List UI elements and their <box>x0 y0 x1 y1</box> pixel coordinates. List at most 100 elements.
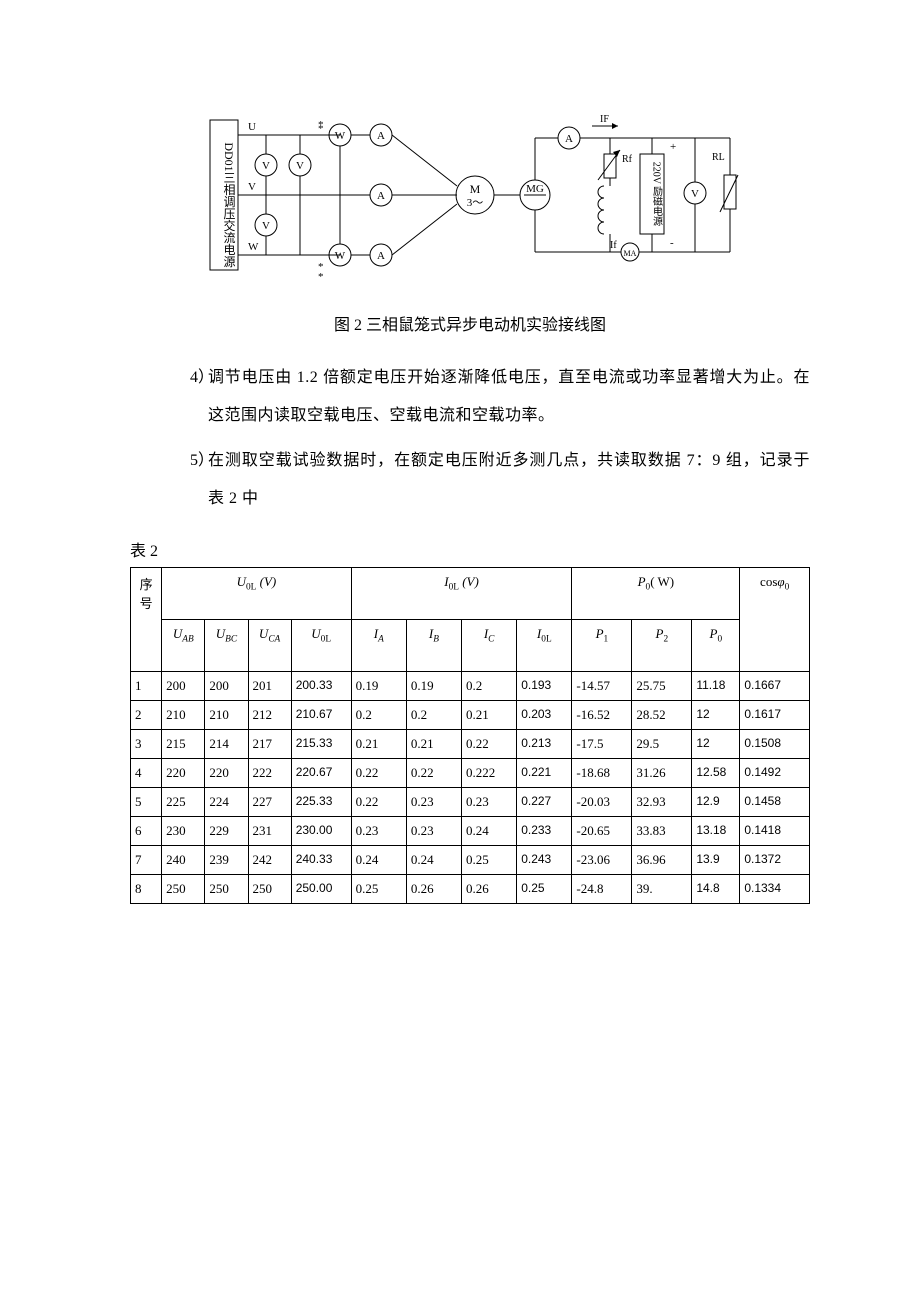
cell: 0.23 <box>462 787 517 816</box>
list-number: 5） <box>130 442 190 519</box>
cell: 222 <box>248 758 291 787</box>
cell: 0.21 <box>351 729 406 758</box>
cell: 0.23 <box>351 816 406 845</box>
cell: 13.18 <box>692 816 740 845</box>
cell: 3 <box>131 729 162 758</box>
col-p1: P1 <box>572 619 632 671</box>
cell: 0.24 <box>462 816 517 845</box>
cell: 220 <box>162 758 205 787</box>
cell: 201 <box>248 671 291 700</box>
cell: 217 <box>248 729 291 758</box>
voltmeter-uv: V <box>262 160 270 172</box>
cell: 0.203 <box>517 700 572 729</box>
cell: -20.03 <box>572 787 632 816</box>
cell: 220.67 <box>291 758 351 787</box>
cell: 250.00 <box>291 874 351 903</box>
cell: 240.33 <box>291 845 351 874</box>
cell: 39. <box>632 874 692 903</box>
svg-text:*: * <box>318 123 324 135</box>
circuit-diagram: DD01三相调压交流电源 U V W V V V <box>130 100 810 295</box>
cell: -16.52 <box>572 700 632 729</box>
cell: 0.1458 <box>740 787 810 816</box>
col-group-i: I0L (V) <box>351 567 572 619</box>
cell: 200.33 <box>291 671 351 700</box>
mg-label: MG <box>526 183 544 195</box>
cell: 250 <box>205 874 248 903</box>
motor-label-bot: 3～ <box>467 197 484 209</box>
cell: 0.1334 <box>740 874 810 903</box>
plus-label: + <box>670 141 676 153</box>
cell: -20.65 <box>572 816 632 845</box>
cell: 12.58 <box>692 758 740 787</box>
cell: 0.24 <box>351 845 406 874</box>
cell: 12.9 <box>692 787 740 816</box>
cell: 0.22 <box>406 758 461 787</box>
col-group-p: P0( W) <box>572 567 740 619</box>
voltmeter-out: V <box>691 188 699 200</box>
cell: 0.25 <box>351 874 406 903</box>
col-p0: P0 <box>692 619 740 671</box>
cell: 0.26 <box>406 874 461 903</box>
cell: 6 <box>131 816 162 845</box>
cell: 0.25 <box>517 874 572 903</box>
cell: 14.8 <box>692 874 740 903</box>
cell: 200 <box>162 671 205 700</box>
cell: 25.75 <box>632 671 692 700</box>
table-row: 8250250250250.000.250.260.260.25-24.839.… <box>131 874 810 903</box>
cell: 225.33 <box>291 787 351 816</box>
cell: 0.1492 <box>740 758 810 787</box>
col-i0l: I0L <box>517 619 572 671</box>
exciter-label: 220V 励磁电源 <box>651 162 663 227</box>
cell: 0.2 <box>351 700 406 729</box>
cell: 224 <box>205 787 248 816</box>
cell: 0.193 <box>517 671 572 700</box>
col-u0l: U0L <box>291 619 351 671</box>
cell: 215 <box>162 729 205 758</box>
cell: 210 <box>162 700 205 729</box>
cell: -18.68 <box>572 758 632 787</box>
svg-text:*: * <box>318 271 324 283</box>
table-row: 7240239242240.330.240.240.250.243-23.063… <box>131 845 810 874</box>
table-row: 1200200201200.330.190.190.20.193-14.5725… <box>131 671 810 700</box>
cell: 0.1508 <box>740 729 810 758</box>
list-item: 5） 在测取空载试验数据时，在额定电压附近多测几点，共读取数据 7：9 组，记录… <box>130 442 810 519</box>
cell: 212 <box>248 700 291 729</box>
cell: 0.23 <box>406 816 461 845</box>
cell: 8 <box>131 874 162 903</box>
cell: 0.233 <box>517 816 572 845</box>
col-group-u: U0L (V) <box>162 567 352 619</box>
cell: 214 <box>205 729 248 758</box>
list-number: 4） <box>130 359 190 436</box>
phase-u-label: U <box>248 121 256 133</box>
cell: 200 <box>205 671 248 700</box>
col-seq: 序号 <box>131 567 162 671</box>
wattmeter-top: W <box>335 130 346 142</box>
ammeter-u: A <box>377 130 385 142</box>
list-text: 调节电压由 1.2 倍额定电压开始逐渐降低电压，直至电流或功率显著增大为止。在这… <box>190 359 810 436</box>
cell: 0.1418 <box>740 816 810 845</box>
cell: 31.26 <box>632 758 692 787</box>
cell: 0.243 <box>517 845 572 874</box>
cell: 250 <box>162 874 205 903</box>
cell: 230.00 <box>291 816 351 845</box>
cell: 230 <box>162 816 205 845</box>
data-table: 序号 U0L (V) I0L (V) P0( W) cosφ0 UAB UB <box>130 567 810 904</box>
cell: 0.23 <box>406 787 461 816</box>
cell: 225 <box>162 787 205 816</box>
voltmeter-2: V <box>296 160 304 172</box>
cell: 4 <box>131 758 162 787</box>
phase-v-label: V <box>248 181 256 193</box>
list-item: 4） 调节电压由 1.2 倍额定电压开始逐渐降低电压，直至电流或功率显著增大为止… <box>130 359 810 436</box>
cell: 13.9 <box>692 845 740 874</box>
table-label: 表 2 <box>130 537 810 561</box>
cell: 0.21 <box>406 729 461 758</box>
cell: 239 <box>205 845 248 874</box>
cell: 0.213 <box>517 729 572 758</box>
cell: 0.19 <box>351 671 406 700</box>
cell: 0.25 <box>462 845 517 874</box>
cell: 2 <box>131 700 162 729</box>
source-label: DD01三相调压交流电源 <box>222 142 236 268</box>
ma-label: MA <box>624 249 637 258</box>
ammeter-w: A <box>377 250 385 262</box>
cell: 5 <box>131 787 162 816</box>
